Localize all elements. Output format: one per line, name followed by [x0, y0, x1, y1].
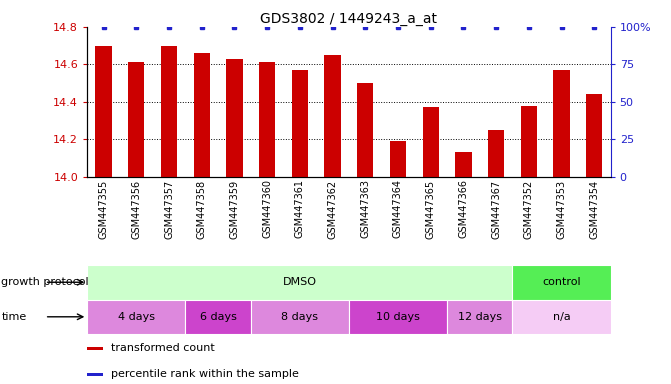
Bar — [95, 46, 112, 177]
Bar — [357, 83, 374, 177]
Bar — [87, 300, 185, 334]
Text: control: control — [542, 277, 581, 287]
Bar — [349, 300, 447, 334]
Bar — [390, 141, 406, 177]
Bar — [87, 346, 103, 349]
Bar — [324, 55, 341, 177]
Bar — [455, 152, 472, 177]
Bar — [161, 46, 177, 177]
Bar — [226, 59, 243, 177]
Text: percentile rank within the sample: percentile rank within the sample — [111, 369, 299, 379]
Bar — [488, 130, 505, 177]
Text: transformed count: transformed count — [111, 343, 215, 353]
Text: 12 days: 12 days — [458, 312, 502, 322]
Title: GDS3802 / 1449243_a_at: GDS3802 / 1449243_a_at — [260, 12, 437, 26]
Text: growth protocol: growth protocol — [1, 277, 89, 287]
Bar — [521, 106, 537, 177]
Bar — [292, 70, 308, 177]
Bar — [87, 372, 103, 376]
Bar — [251, 300, 349, 334]
Text: 8 days: 8 days — [281, 312, 318, 322]
Text: 6 days: 6 days — [200, 312, 236, 322]
Text: time: time — [1, 312, 27, 322]
Text: DMSO: DMSO — [283, 277, 317, 287]
Bar — [128, 63, 144, 177]
Bar — [513, 300, 611, 334]
Bar — [554, 70, 570, 177]
Bar — [185, 300, 251, 334]
Bar — [423, 108, 439, 177]
Bar — [193, 53, 210, 177]
Text: 10 days: 10 days — [376, 312, 420, 322]
Text: n/a: n/a — [553, 312, 570, 322]
Bar — [87, 265, 513, 300]
Text: 4 days: 4 days — [118, 312, 155, 322]
Bar — [447, 300, 513, 334]
Bar — [513, 265, 611, 300]
Bar — [259, 63, 275, 177]
Bar — [586, 94, 603, 177]
